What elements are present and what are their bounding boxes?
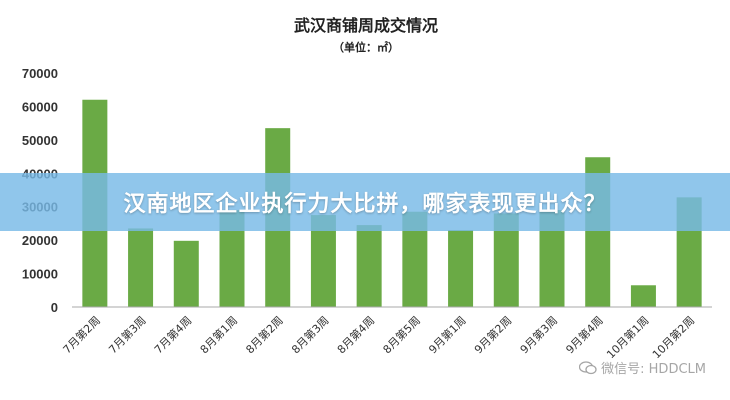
y-tick-label: 10000 xyxy=(22,267,58,282)
x-tick-label: 10月第2周 xyxy=(649,313,697,361)
watermark-text: 微信号: HDDCLM xyxy=(601,362,706,377)
bar xyxy=(128,228,154,307)
watermark: 微信号: HDDCLM xyxy=(579,358,706,377)
y-tick-label: 50000 xyxy=(22,133,58,148)
x-tick-label: 8月第5周 xyxy=(380,313,423,356)
y-tick-label: 70000 xyxy=(22,66,58,81)
bar xyxy=(356,225,382,307)
headline-text: 汉南地区企业执行力大比拼，哪家表现更出众？ xyxy=(123,192,607,217)
y-tick-label: 0 xyxy=(51,300,58,315)
x-tick-label: 8月第1周 xyxy=(197,313,240,356)
wechat-icon xyxy=(579,360,597,374)
x-tick-label: 8月第4周 xyxy=(334,313,377,356)
chart-title: 武汉商铺周成交情况 xyxy=(294,16,438,35)
chart-subtitle: （单位：㎡） xyxy=(333,40,399,54)
y-tick-label: 60000 xyxy=(22,99,58,114)
x-tick-label: 8月第2周 xyxy=(243,313,286,356)
x-tick-label: 9月第4周 xyxy=(563,313,606,356)
headline-banner: 汉南地区企业执行力大比拼，哪家表现更出众？ xyxy=(0,173,730,231)
x-tick-label: 7月第4周 xyxy=(151,313,194,356)
x-tick-label: 8月第3周 xyxy=(288,313,331,356)
bar xyxy=(173,240,199,307)
x-tick-label: 10月第1周 xyxy=(603,313,651,361)
x-tick-label: 9月第1周 xyxy=(426,313,469,356)
bar xyxy=(630,285,656,307)
x-tick-label: 9月第2周 xyxy=(471,313,514,356)
y-tick-label: 20000 xyxy=(22,233,58,248)
x-axis: 7月第2周 7月第3周 7月第4周 8月第1周 8月第2周 8月第3周 8月第4周 8月第5周… xyxy=(60,313,697,361)
x-tick-label: 7月第2周 xyxy=(60,313,103,356)
bar xyxy=(448,230,474,307)
x-tick-label: 9月第3周 xyxy=(517,313,560,356)
x-tick-label: 7月第3周 xyxy=(106,313,149,356)
